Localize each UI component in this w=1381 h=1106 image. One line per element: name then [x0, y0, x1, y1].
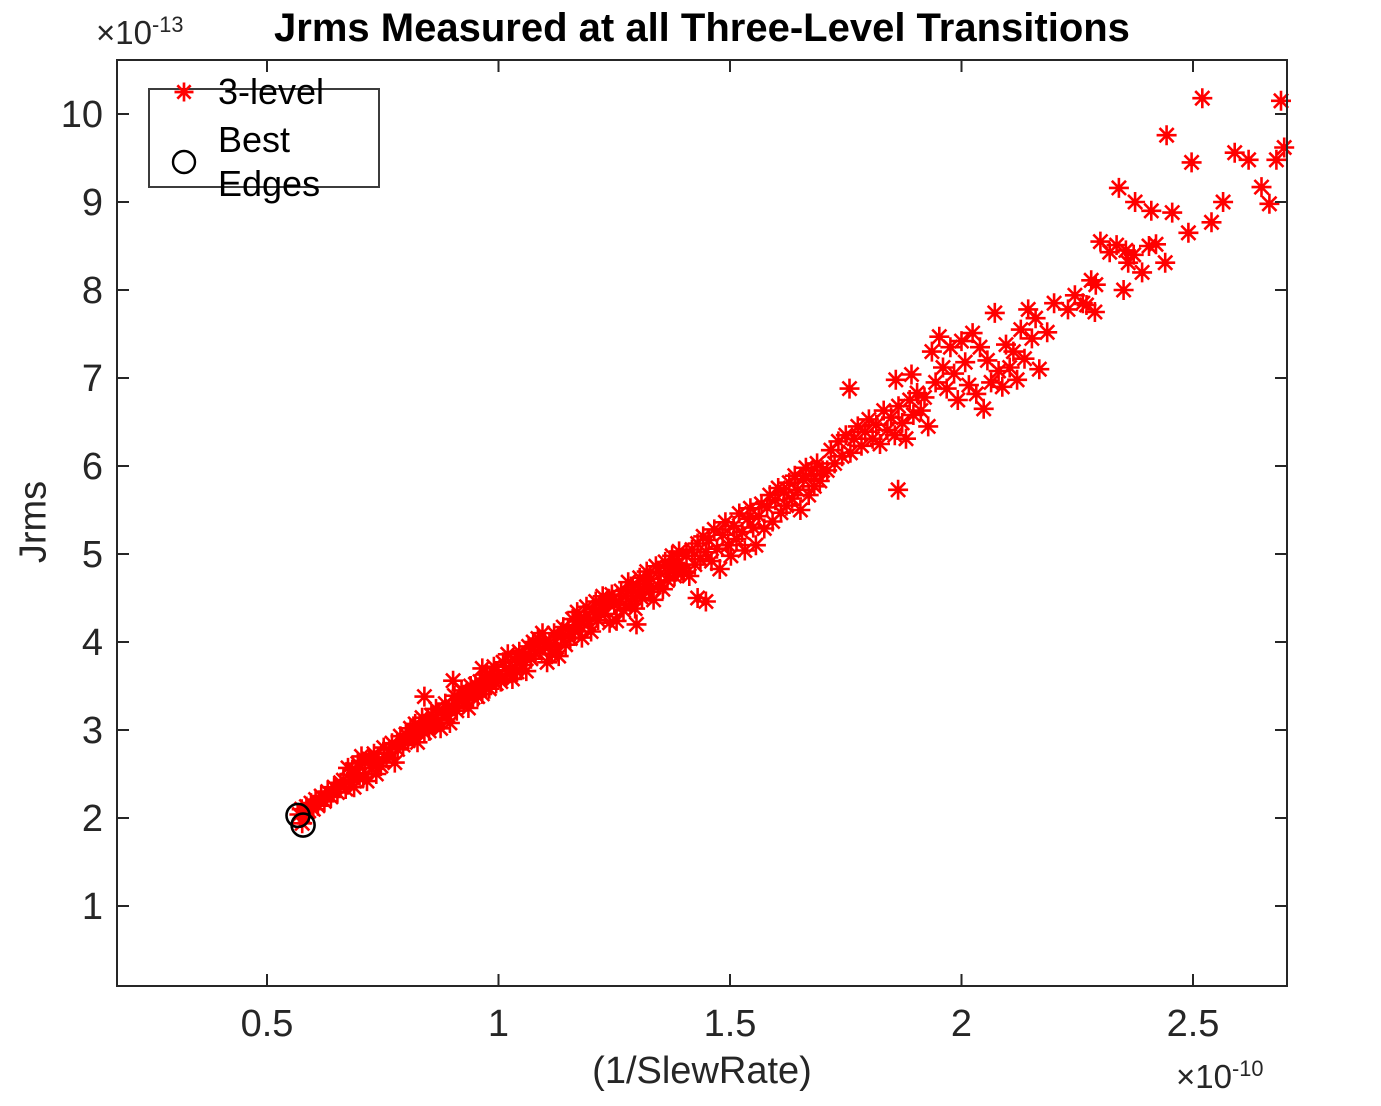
legend: 3-level Best Edges: [148, 71, 380, 204]
y-tick-label: 3: [82, 710, 103, 752]
y-tick-label: 10: [61, 94, 103, 136]
plot-frame: [116, 59, 1288, 987]
x-tick-label: 1: [488, 1003, 509, 1045]
legend-label-3-level: 3-level: [218, 71, 325, 112]
asterisk-marker-icon: [174, 82, 194, 102]
x-axis-multiplier-base: ×10: [1176, 1058, 1232, 1095]
y-tick-label: 4: [82, 622, 103, 664]
x-tick-label: 2.5: [1167, 1003, 1220, 1045]
x-tick-label: 2: [951, 1003, 972, 1045]
x-tick-label: 0.5: [241, 1003, 294, 1045]
y-tick-label: 6: [82, 446, 103, 488]
series-3-level: [289, 88, 1295, 834]
x-tick-label: 1.5: [704, 1003, 757, 1045]
legend-label-best-edges: Best Edges: [218, 119, 321, 204]
x-axis-label: (1/SlewRate): [592, 1050, 812, 1092]
y-tick-label: 7: [82, 358, 103, 400]
y-axis-multiplier-exponent: -13: [151, 12, 184, 37]
legend-item-3-level: 3-level: [162, 70, 378, 114]
y-tick-label: 1: [82, 886, 103, 928]
series-best-edges-marker: [290, 812, 316, 838]
y-tick-label: 9: [82, 182, 103, 224]
x-axis-multiplier-exponent: -10: [1231, 1056, 1264, 1081]
circle-marker-icon: [171, 149, 197, 175]
y-tick-label: 5: [82, 534, 103, 576]
y-tick-label: 2: [82, 798, 103, 840]
y-tick-label: 8: [82, 270, 103, 312]
legend-item-best-edges: Best Edges: [162, 118, 378, 206]
chart-title: Jrms Measured at all Three-Level Transit…: [274, 6, 1130, 50]
y-axis-multiplier-base: ×10: [96, 14, 152, 51]
y-axis-multiplier: ×10-13: [96, 12, 183, 52]
x-axis-multiplier: ×10-10: [1176, 1056, 1263, 1096]
